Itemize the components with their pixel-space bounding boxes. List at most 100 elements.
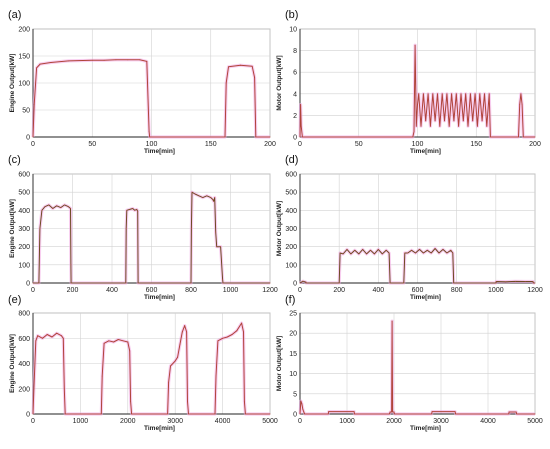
x-tick-label: 5000 xyxy=(262,418,278,425)
data-point xyxy=(495,281,497,282)
y-tick-label: 500 xyxy=(18,190,30,197)
y-tick-label: 0 xyxy=(293,281,297,288)
data-point xyxy=(418,93,420,95)
data-point xyxy=(505,281,507,283)
data-point xyxy=(228,66,229,68)
data-point xyxy=(302,408,304,410)
data-point xyxy=(404,252,406,254)
data-point xyxy=(474,93,476,95)
data-point xyxy=(478,413,480,415)
data-point xyxy=(427,93,429,95)
data-point xyxy=(534,282,536,284)
panel-label: (d) xyxy=(285,154,298,166)
data-point xyxy=(56,332,58,334)
data-point xyxy=(414,44,416,46)
data-point xyxy=(269,413,271,415)
panel-label: (a) xyxy=(8,9,21,21)
data-point xyxy=(236,330,238,332)
data-point xyxy=(388,252,390,254)
x-tick-label: 200 xyxy=(333,287,345,294)
y-tick-label: 10 xyxy=(289,371,297,378)
data-point xyxy=(130,400,132,402)
x-tick-label: 200 xyxy=(67,287,79,294)
y-tick-label: 300 xyxy=(18,226,30,233)
data-point xyxy=(520,93,522,95)
data-point xyxy=(39,63,41,65)
data-point xyxy=(51,336,53,338)
data-point xyxy=(532,281,534,282)
y-tick-label: 8 xyxy=(293,48,297,55)
data-point xyxy=(346,248,348,250)
x-axis-title: Time[min] xyxy=(410,425,441,432)
data-point xyxy=(117,339,119,340)
data-point xyxy=(129,350,131,352)
data-point xyxy=(170,365,171,367)
data-point xyxy=(455,413,457,415)
data-point xyxy=(532,282,534,284)
data-point xyxy=(127,59,129,61)
data-point xyxy=(366,253,368,255)
data-point xyxy=(226,336,228,338)
y-tick-label: 400 xyxy=(18,361,30,368)
data-point xyxy=(453,120,455,122)
data-point xyxy=(438,252,440,254)
data-point xyxy=(134,209,136,211)
x-tick-label: 0 xyxy=(298,287,302,294)
data-point xyxy=(269,282,271,284)
data-point xyxy=(194,193,196,195)
data-point xyxy=(50,62,52,63)
y-tick-label: 200 xyxy=(18,386,30,393)
data-point xyxy=(299,413,301,415)
data-point xyxy=(462,120,464,122)
y-axis-title: Motor Output[kW] xyxy=(276,201,283,256)
x-tick-label: 1200 xyxy=(262,287,278,294)
y-tick-label: 100 xyxy=(18,262,30,269)
y-tick-label: 15 xyxy=(289,351,297,358)
data-point xyxy=(231,334,233,335)
x-tick-label: 800 xyxy=(451,287,463,294)
y-tick-label: 200 xyxy=(285,244,297,251)
data-point xyxy=(389,411,391,413)
data-point xyxy=(127,341,129,343)
data-point xyxy=(190,228,192,229)
data-point xyxy=(115,59,117,61)
data-point xyxy=(391,411,393,413)
data-point xyxy=(301,403,303,405)
data-point xyxy=(327,413,329,415)
data-point xyxy=(303,411,305,413)
data-point xyxy=(489,136,491,138)
data-point xyxy=(179,344,181,346)
data-point xyxy=(381,253,383,255)
x-tick-label: 1200 xyxy=(527,287,543,294)
x-tick-label: 4000 xyxy=(480,418,496,425)
data-point xyxy=(44,206,46,208)
x-tick-label: 0 xyxy=(298,141,302,148)
data-point xyxy=(515,411,517,413)
y-tick-label: 10 xyxy=(289,27,297,34)
data-point xyxy=(467,125,469,127)
data-point xyxy=(484,93,485,95)
x-tick-label: 100 xyxy=(412,141,424,148)
y-tick-label: 600 xyxy=(18,336,30,343)
x-tick-label: 1000 xyxy=(339,418,355,425)
panel-label: (b) xyxy=(285,9,298,21)
data-point xyxy=(46,334,48,335)
data-point xyxy=(354,249,356,251)
data-point xyxy=(68,206,69,208)
data-point xyxy=(255,136,257,138)
data-point xyxy=(426,249,428,251)
data-point xyxy=(32,413,34,415)
data-point xyxy=(419,248,420,250)
data-point xyxy=(425,120,427,122)
x-axis-title: Time[min] xyxy=(144,148,175,155)
data-point xyxy=(39,228,41,229)
data-point xyxy=(214,413,216,415)
data-point xyxy=(495,282,497,284)
y-axis-title: Motor Output[kW] xyxy=(276,336,283,391)
data-point xyxy=(222,337,224,339)
data-point xyxy=(305,281,307,283)
x-tick-label: 200 xyxy=(529,141,541,148)
data-point xyxy=(446,93,448,95)
data-point xyxy=(460,93,462,95)
data-point xyxy=(479,93,481,95)
